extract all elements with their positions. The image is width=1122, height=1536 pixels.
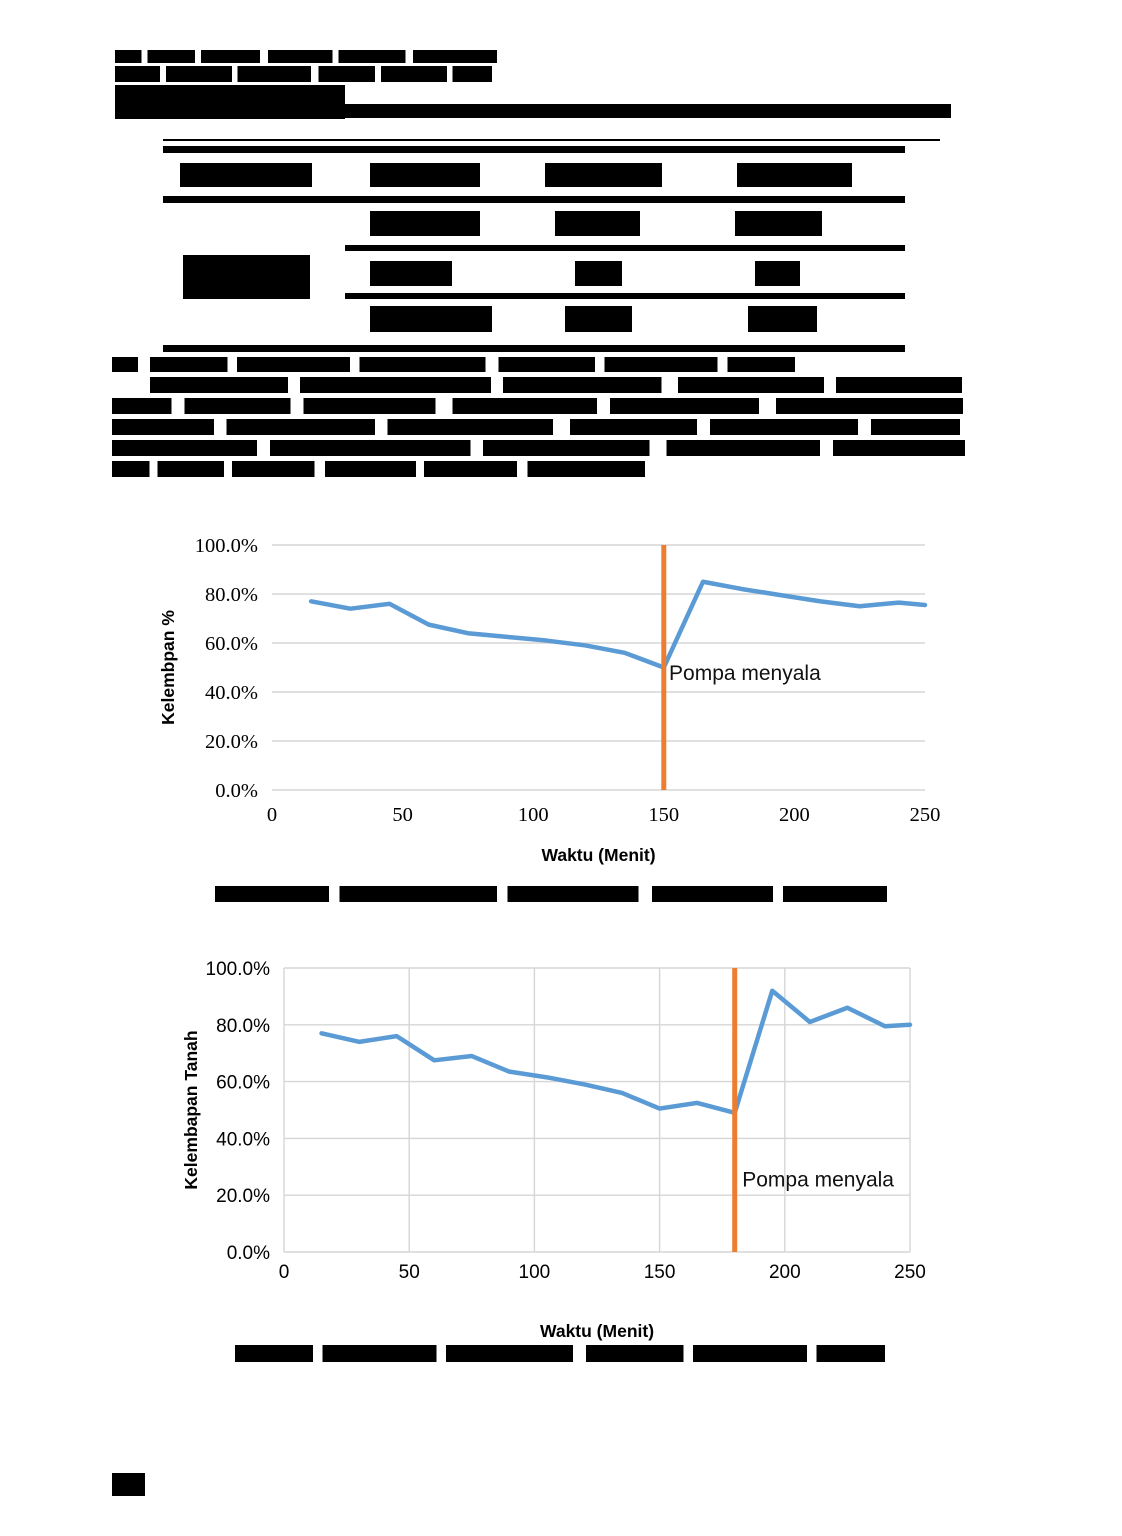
redacted-text-line	[112, 419, 960, 435]
redacted-rule-thin	[163, 139, 940, 141]
x-tick-label: 200	[769, 1262, 801, 1283]
table-rule-partial	[345, 293, 905, 299]
x-tick-label: 0	[267, 804, 277, 826]
series-line	[319, 988, 913, 1116]
table-cell-redaction	[183, 255, 310, 299]
redacted-list-marker	[112, 357, 138, 372]
table-rule-bottom	[163, 345, 905, 352]
y-axis-title: Kelembpan %	[158, 610, 178, 725]
table-cell-redaction	[575, 261, 622, 286]
soil-moisture-time-chart: 0.0% 20.0% 40.0% 60.0% 80.0% 100.0% 0 50 100 150 2…	[181, 959, 926, 1341]
figure2-caption-redaction	[235, 1345, 885, 1362]
pump-on-annotation: Pompa menyala	[742, 1169, 894, 1192]
y-tick-label: 80.0%	[216, 1016, 270, 1037]
table-rule-top	[163, 146, 905, 153]
table-cell-redaction	[370, 261, 452, 286]
y-tick-label: 60.0%	[216, 1073, 270, 1094]
y-tick-label: 0.0%	[215, 780, 258, 802]
redacted-text-line	[115, 66, 492, 82]
table-rule-partial	[345, 245, 905, 251]
y-axis-title: Kelembapan Tanah	[181, 1030, 201, 1189]
series-line	[308, 579, 928, 670]
x-axis-title: Waktu (Menit)	[541, 845, 655, 865]
page-number-redaction	[112, 1473, 145, 1496]
table-header-cell-redaction	[370, 163, 480, 187]
x-tick-label: 50	[392, 804, 413, 826]
table-cell-redaction	[755, 261, 800, 286]
table-header-cell-redaction	[545, 163, 662, 187]
table-header-cell-redaction	[180, 163, 312, 187]
redacted-rule	[345, 104, 951, 118]
x-tick-label: 250	[910, 804, 941, 826]
y-tick-label: 60.0%	[205, 633, 258, 655]
redacted-text-line	[150, 357, 795, 372]
x-tick-label: 150	[648, 804, 679, 826]
y-tick-label: 40.0%	[205, 682, 258, 704]
y-tick-label: 80.0%	[205, 584, 258, 606]
table-cell-redaction	[565, 306, 632, 332]
table-cell-redaction	[370, 306, 492, 332]
redacted-text-line	[115, 50, 497, 63]
x-axis-title: Waktu (Menit)	[540, 1321, 654, 1341]
x-tick-label: 100	[518, 804, 549, 826]
table-cell-redaction	[370, 211, 480, 236]
y-tick-label: 0.0%	[227, 1243, 270, 1264]
pump-on-annotation: Pompa menyala	[669, 662, 821, 685]
redacted-text-line	[112, 398, 963, 414]
redacted-text-line	[112, 440, 965, 456]
x-tick-label: 250	[894, 1262, 926, 1283]
redacted-text-line	[150, 377, 962, 393]
redacted-text-line	[115, 85, 345, 119]
table-header-cell-redaction	[737, 163, 852, 187]
humidity-time-chart: 0.0% 20.0% 40.0% 60.0% 80.0% 100.0% 0 50 100 150 2…	[158, 535, 941, 865]
table-rule-header	[163, 196, 905, 203]
y-tick-label: 20.0%	[205, 731, 258, 753]
figure1-caption-redaction	[215, 886, 887, 902]
x-tick-label: 200	[779, 804, 810, 826]
y-tick-label: 40.0%	[216, 1129, 270, 1150]
table-cell-redaction	[735, 211, 822, 236]
y-tick-label: 20.0%	[216, 1186, 270, 1207]
table-cell-redaction	[748, 306, 817, 332]
y-tick-label: 100.0%	[206, 959, 271, 980]
y-tick-label: 100.0%	[195, 535, 258, 557]
x-tick-label: 50	[399, 1262, 420, 1283]
table-cell-redaction	[555, 211, 640, 236]
redacted-text-line	[112, 461, 645, 477]
x-tick-label: 150	[644, 1262, 676, 1283]
x-tick-label: 0	[279, 1262, 290, 1283]
x-tick-label: 100	[519, 1262, 551, 1283]
